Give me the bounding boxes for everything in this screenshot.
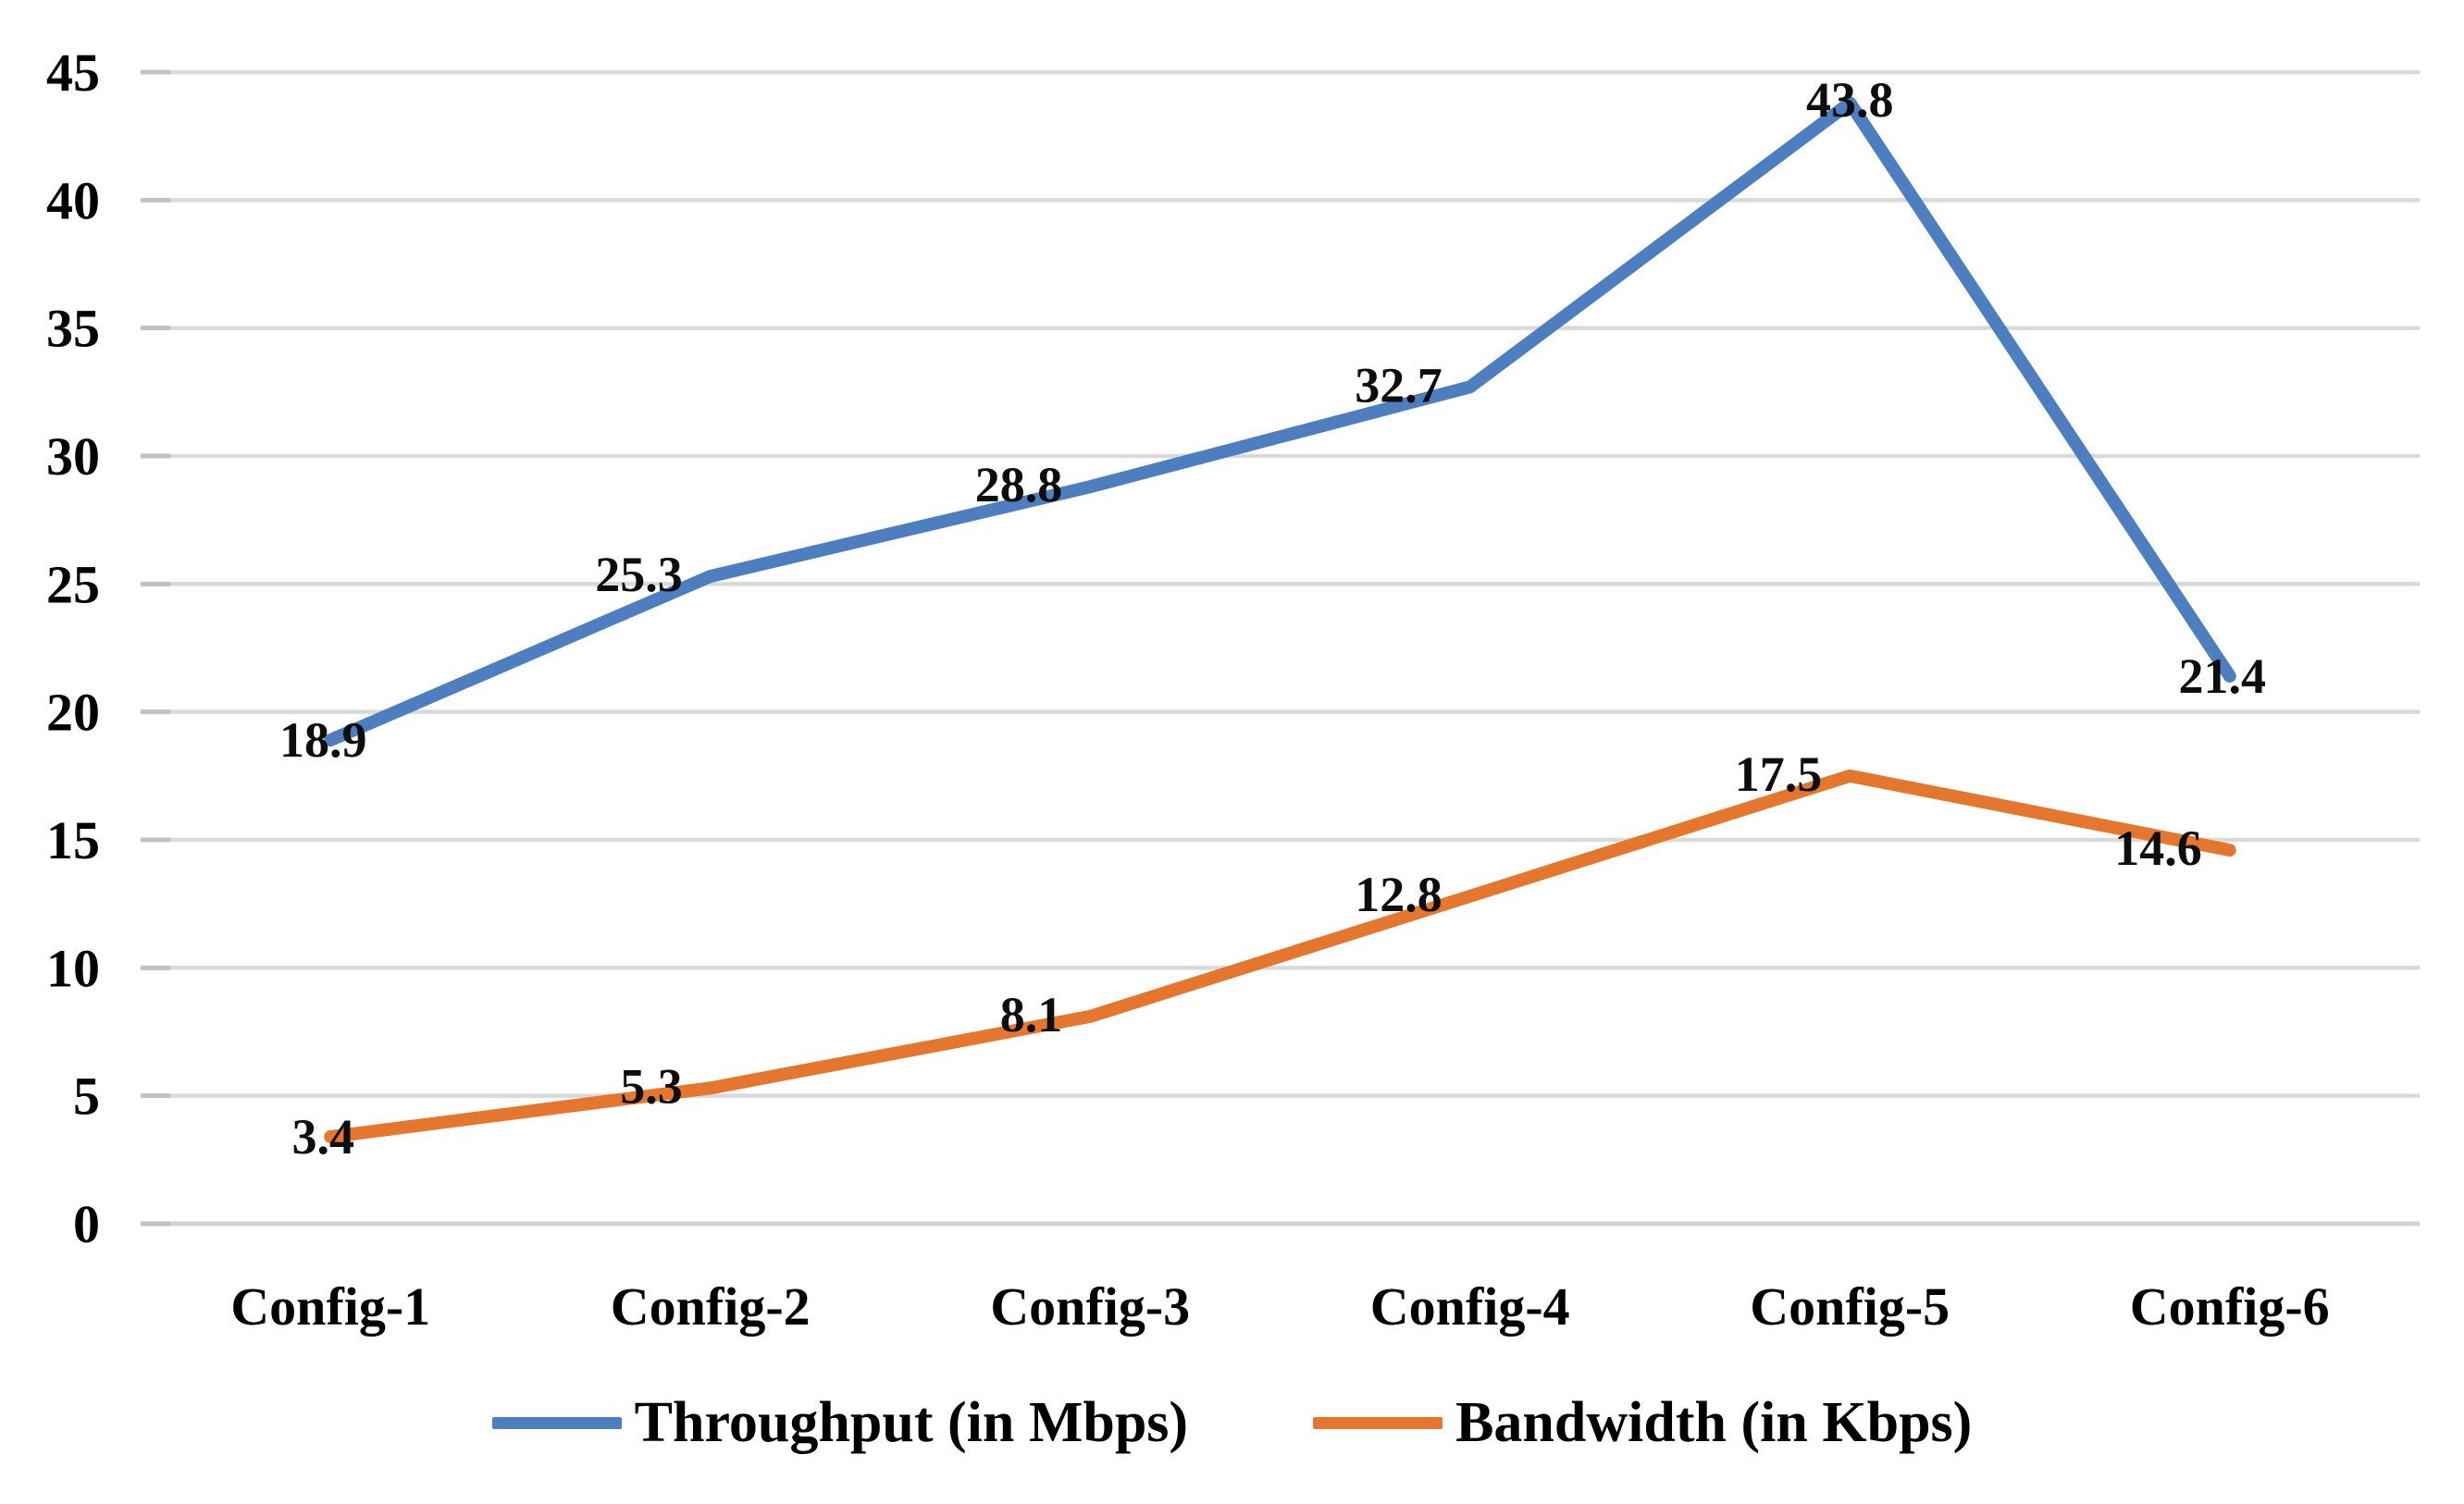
x-category-label: Config-4 — [1370, 1276, 1570, 1337]
legend-item-throughput: Throughput (in Mbps) — [491, 1386, 1189, 1461]
chart-legend: Throughput (in Mbps) Bandwidth (in Kbps) — [0, 1386, 2464, 1461]
throughput-line-swatch — [491, 1416, 622, 1429]
throughput-data-label: 21.4 — [2179, 648, 2267, 704]
bandwidth-line-swatch — [1313, 1416, 1443, 1429]
bandwidth-data-label: 8.1 — [1000, 987, 1063, 1042]
x-category-label: Config-3 — [990, 1276, 1190, 1337]
y-tick-label: 20 — [46, 683, 100, 743]
x-category-label: Config-1 — [230, 1276, 430, 1337]
bandwidth-line — [324, 769, 2236, 1143]
throughput-data-label: 18.9 — [279, 712, 367, 768]
throughput-data-label: 25.3 — [595, 547, 683, 602]
y-tick-label: 0 — [73, 1194, 100, 1254]
bandwidth-data-label: 3.4 — [292, 1109, 355, 1165]
throughput-data-label: 43.8 — [1806, 72, 1894, 128]
y-tick-label: 5 — [73, 1066, 100, 1127]
y-tick-label: 40 — [46, 170, 100, 230]
x-category-label: Config-2 — [611, 1276, 811, 1337]
x-category-label: Config-5 — [1750, 1276, 1950, 1337]
y-tick-label: 25 — [46, 554, 100, 614]
y-tick-label: 30 — [46, 426, 100, 487]
y-tick-label: 35 — [46, 299, 100, 359]
throughput-data-label: 32.7 — [1355, 357, 1442, 413]
throughput-data-label: 28.8 — [975, 457, 1063, 512]
throughput-legend-label: Throughput (in Mbps) — [634, 1391, 1189, 1454]
y-tick-label: 45 — [46, 43, 100, 103]
y-tick-label: 10 — [46, 938, 100, 998]
y-tick-label: 15 — [46, 810, 100, 870]
bandwidth-data-label: 17.5 — [1735, 746, 1823, 802]
bandwidth-data-label: 5.3 — [620, 1058, 683, 1114]
legend-item-bandwidth: Bandwidth (in Kbps) — [1313, 1386, 1972, 1461]
bandwidth-legend-label: Bandwidth (in Kbps) — [1455, 1391, 1973, 1454]
bandwidth-data-label: 12.8 — [1355, 867, 1442, 922]
throughput-line — [324, 96, 2236, 747]
bandwidth-data-label: 14.6 — [2114, 820, 2202, 876]
x-category-label: Config-6 — [2130, 1276, 2330, 1337]
